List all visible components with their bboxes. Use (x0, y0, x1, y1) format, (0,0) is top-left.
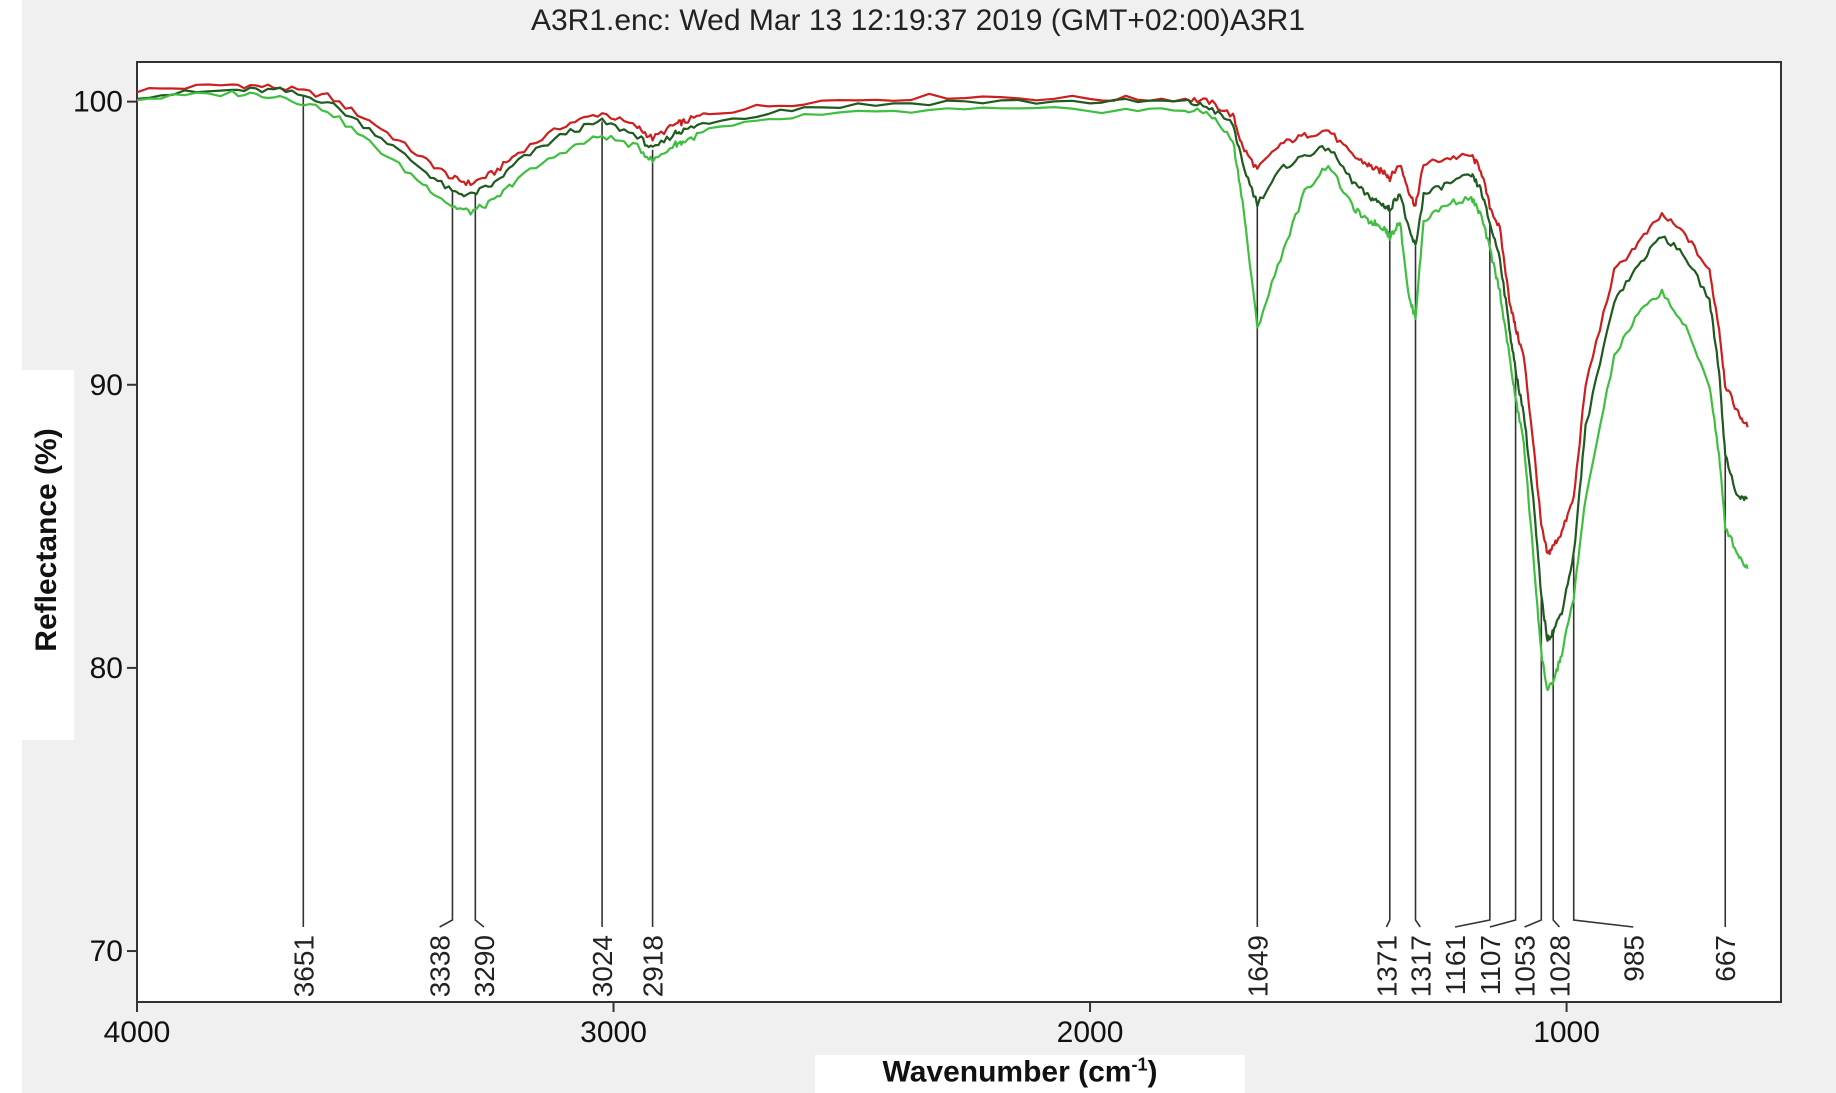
peak-marker-3338 (439, 192, 454, 928)
peak-marker-3290 (474, 192, 485, 928)
peak-marker-1317 (1414, 246, 1421, 928)
y-axis: 70 80 90 100 (73, 86, 137, 968)
xlabel-background (815, 1055, 1245, 1093)
spectrum-lines (136, 83, 1749, 692)
x-tick-label-4000: 4000 (104, 1016, 171, 1049)
peak-label-3651: 3651 (288, 935, 319, 997)
x-axis: 4000 3000 2000 1000 (104, 1002, 1600, 1049)
peak-label-1053: 1053 (1510, 935, 1541, 997)
peak-label-1161: 1161 (1440, 935, 1471, 995)
x-tick-label-2000: 2000 (1057, 1016, 1124, 1049)
peak-label-3338: 3338 (425, 935, 456, 997)
peak-marker-1107 (1489, 370, 1517, 928)
x-tick-label-1000: 1000 (1533, 1016, 1600, 1049)
peak-label-1371: 1371 (1371, 935, 1402, 997)
peak-label-3024: 3024 (587, 935, 618, 997)
peak-label-985: 985 (1618, 935, 1649, 982)
ylabel-background (22, 370, 74, 740)
x-axis-label-end: ) (1147, 1055, 1158, 1089)
x-tick-label-3000: 3000 (580, 1016, 647, 1049)
peak-label-2918: 2918 (638, 935, 669, 997)
peak-label-1317: 1317 (1405, 935, 1436, 997)
peak-label-1028: 1028 (1544, 935, 1575, 997)
peak-label-3290: 3290 (469, 935, 500, 997)
peak-label-667: 667 (1710, 935, 1741, 982)
spectrum-line-2 (136, 86, 1748, 642)
peak-marker-1371 (1385, 209, 1391, 928)
y-tick-label-100: 100 (73, 86, 123, 119)
peak-marker-985 (1572, 554, 1634, 928)
peak-marker-1028 (1552, 631, 1561, 928)
y-tick-label-80: 80 (90, 652, 123, 685)
peak-marker-1161 (1454, 223, 1491, 928)
plot-area (136, 61, 1782, 1003)
peak-label-1649: 1649 (1242, 935, 1273, 997)
spectrum-line-1 (136, 83, 1749, 556)
x-axis-label: Wavenumber (cm-1) (883, 1055, 1158, 1090)
chart-title: A3R1.enc: Wed Mar 13 12:19:37 2019 (GMT+… (530, 4, 1306, 37)
peak-annotations: 3651 3338 3290 3024 2918 1649 1371 1317 1161 1107… (288, 95, 1741, 997)
peak-label-1107: 1107 (1475, 935, 1506, 995)
x-axis-label-main: Wavenumber (cm (882, 1055, 1132, 1089)
x-axis-label-superscript: -1 (1131, 1054, 1148, 1075)
peak-marker-1053 (1524, 597, 1543, 928)
y-tick-label-90: 90 (90, 369, 123, 402)
y-tick-label-70: 70 (90, 935, 123, 968)
spectrum-line-3 (136, 89, 1749, 692)
y-axis-label: Reflectance (%) (30, 428, 63, 652)
